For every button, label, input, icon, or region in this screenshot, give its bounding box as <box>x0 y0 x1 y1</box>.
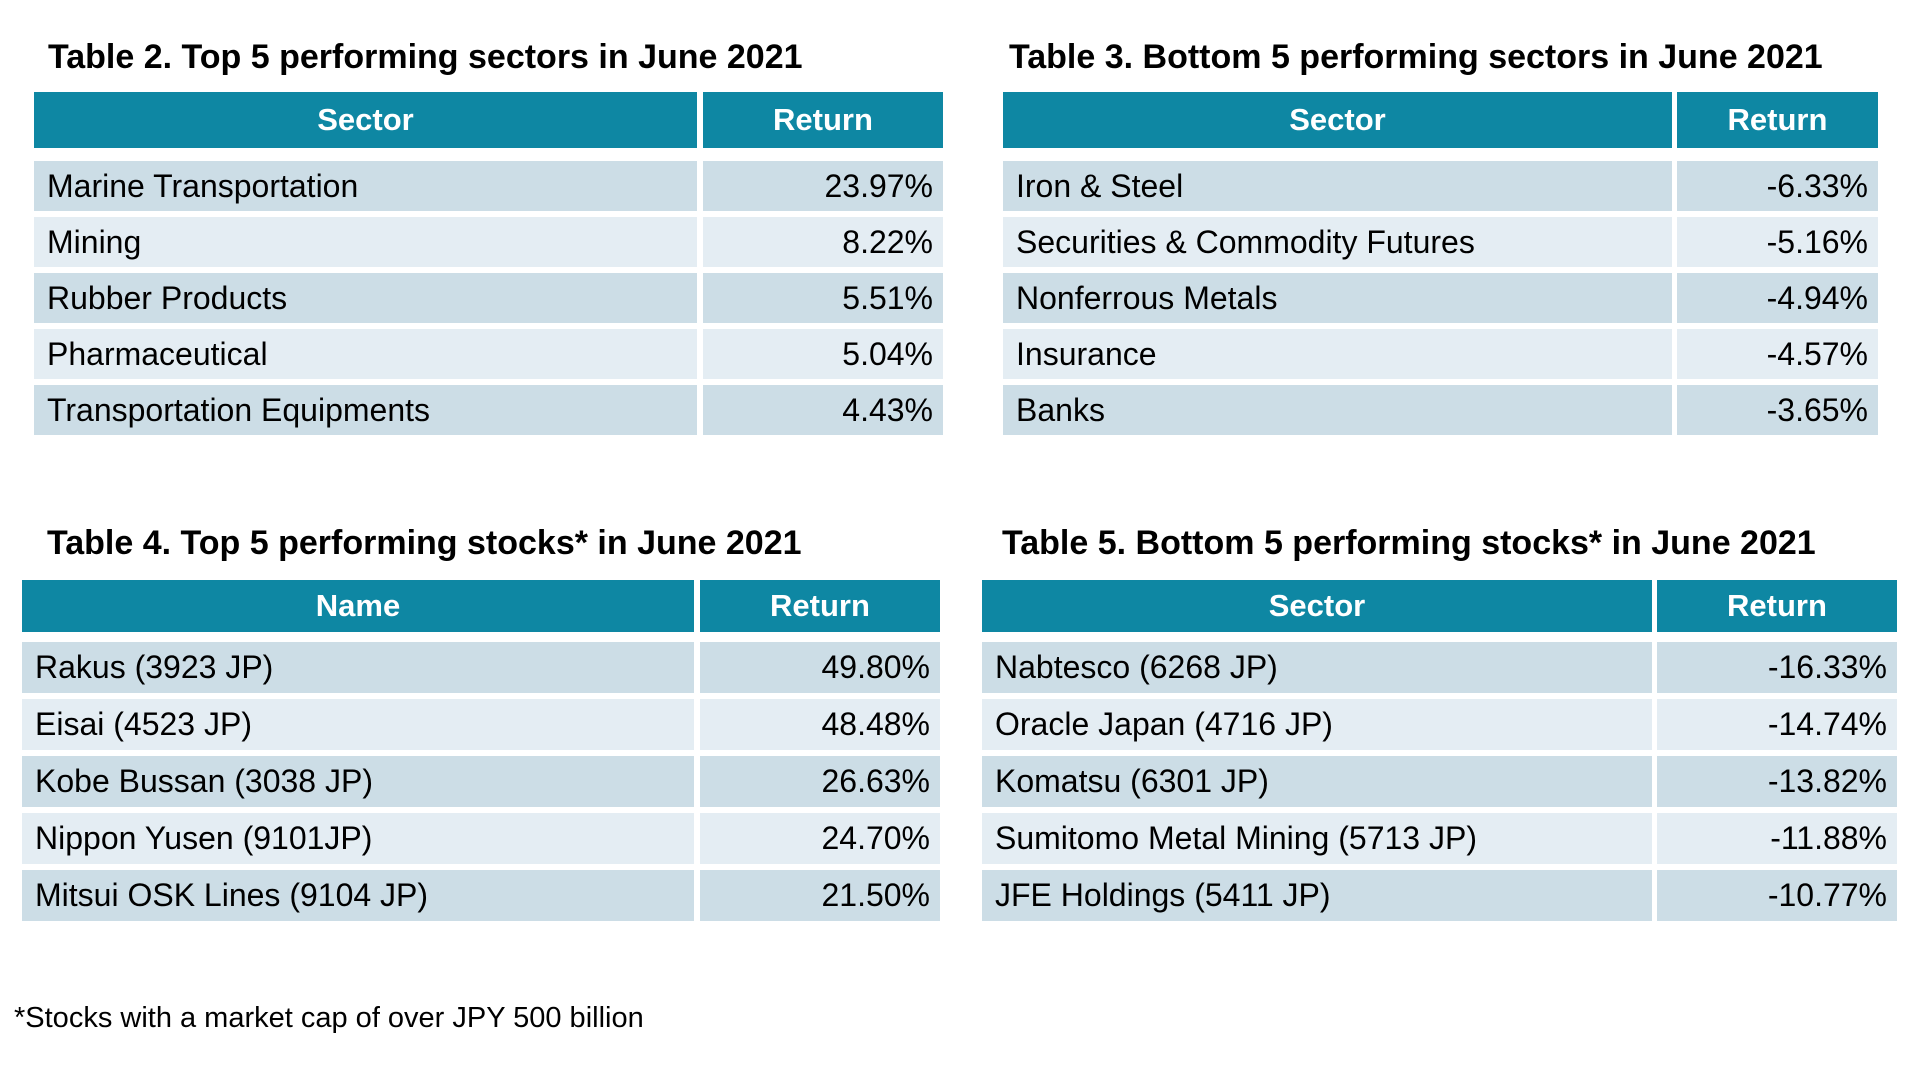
stock-name-cell: Sumitomo Metal Mining (5713 JP) <box>982 813 1652 864</box>
market-cap-footnote: *Stocks with a market cap of over JPY 50… <box>14 1002 644 1034</box>
table2-rows: Marine Transportation 23.97% Mining 8.22… <box>34 161 943 435</box>
table2-top-sectors: Sector Return Marine Transportation 23.9… <box>34 92 943 435</box>
return-cell: 26.63% <box>700 756 940 807</box>
table4-header-row: Name Return <box>22 580 940 632</box>
table5-return-column-header: Return <box>1657 580 1897 632</box>
table2-return-column-header: Return <box>703 92 943 148</box>
table4-top-stocks: Name Return Rakus (3923 JP) 49.80% Eisai… <box>22 580 940 921</box>
return-cell: 5.51% <box>703 273 943 323</box>
table5-rows: Nabtesco (6268 JP) -16.33% Oracle Japan … <box>982 642 1897 921</box>
table4-title: Table 4. Top 5 performing stocks* in Jun… <box>47 524 802 562</box>
table3-title: Table 3. Bottom 5 performing sectors in … <box>1009 38 1823 76</box>
sector-cell: Banks <box>1003 385 1672 435</box>
stock-name-cell: Mitsui OSK Lines (9104 JP) <box>22 870 694 921</box>
table2-sector-column-header: Sector <box>34 92 697 148</box>
sector-cell: Marine Transportation <box>34 161 697 211</box>
return-cell: -11.88% <box>1657 813 1897 864</box>
table5-title: Table 5. Bottom 5 performing stocks* in … <box>1002 524 1816 562</box>
sector-cell: Transportation Equipments <box>34 385 697 435</box>
stock-name-cell: Eisai (4523 JP) <box>22 699 694 750</box>
table2-title: Table 2. Top 5 performing sectors in Jun… <box>48 38 803 76</box>
stock-name-cell: Nabtesco (6268 JP) <box>982 642 1652 693</box>
table4-rows: Rakus (3923 JP) 49.80% Eisai (4523 JP) 4… <box>22 642 940 921</box>
table4-return-column-header: Return <box>700 580 940 632</box>
sector-cell: Securities & Commodity Futures <box>1003 217 1672 267</box>
stock-name-cell: Kobe Bussan (3038 JP) <box>22 756 694 807</box>
return-cell: 48.48% <box>700 699 940 750</box>
table5-sector-column-header: Sector <box>982 580 1652 632</box>
return-cell: 5.04% <box>703 329 943 379</box>
table5-header-row: Sector Return <box>982 580 1897 632</box>
return-cell: -10.77% <box>1657 870 1897 921</box>
table3-sector-column-header: Sector <box>1003 92 1672 148</box>
return-cell: -5.16% <box>1677 217 1878 267</box>
table2-header-row: Sector Return <box>34 92 943 148</box>
stock-name-cell: JFE Holdings (5411 JP) <box>982 870 1652 921</box>
sector-cell: Pharmaceutical <box>34 329 697 379</box>
stock-name-cell: Rakus (3923 JP) <box>22 642 694 693</box>
return-cell: -4.94% <box>1677 273 1878 323</box>
table4-name-column-header: Name <box>22 580 694 632</box>
table5-bottom-stocks: Sector Return Nabtesco (6268 JP) -16.33%… <box>982 580 1897 921</box>
table3-header-row: Sector Return <box>1003 92 1878 148</box>
return-cell: 23.97% <box>703 161 943 211</box>
stock-name-cell: Oracle Japan (4716 JP) <box>982 699 1652 750</box>
stock-name-cell: Komatsu (6301 JP) <box>982 756 1652 807</box>
return-cell: -3.65% <box>1677 385 1878 435</box>
return-cell: -13.82% <box>1657 756 1897 807</box>
return-cell: 8.22% <box>703 217 943 267</box>
return-cell: -16.33% <box>1657 642 1897 693</box>
return-cell: -14.74% <box>1657 699 1897 750</box>
return-cell: 4.43% <box>703 385 943 435</box>
stock-name-cell: Nippon Yusen (9101JP) <box>22 813 694 864</box>
sector-cell: Rubber Products <box>34 273 697 323</box>
sector-cell: Mining <box>34 217 697 267</box>
table3-rows: Iron & Steel -6.33% Securities & Commodi… <box>1003 161 1878 435</box>
sector-cell: Insurance <box>1003 329 1672 379</box>
sector-cell: Nonferrous Metals <box>1003 273 1672 323</box>
table3-return-column-header: Return <box>1677 92 1878 148</box>
sector-cell: Iron & Steel <box>1003 161 1672 211</box>
return-cell: -6.33% <box>1677 161 1878 211</box>
return-cell: 49.80% <box>700 642 940 693</box>
return-cell: 24.70% <box>700 813 940 864</box>
table3-bottom-sectors: Sector Return Iron & Steel -6.33% Securi… <box>1003 92 1878 435</box>
return-cell: 21.50% <box>700 870 940 921</box>
return-cell: -4.57% <box>1677 329 1878 379</box>
